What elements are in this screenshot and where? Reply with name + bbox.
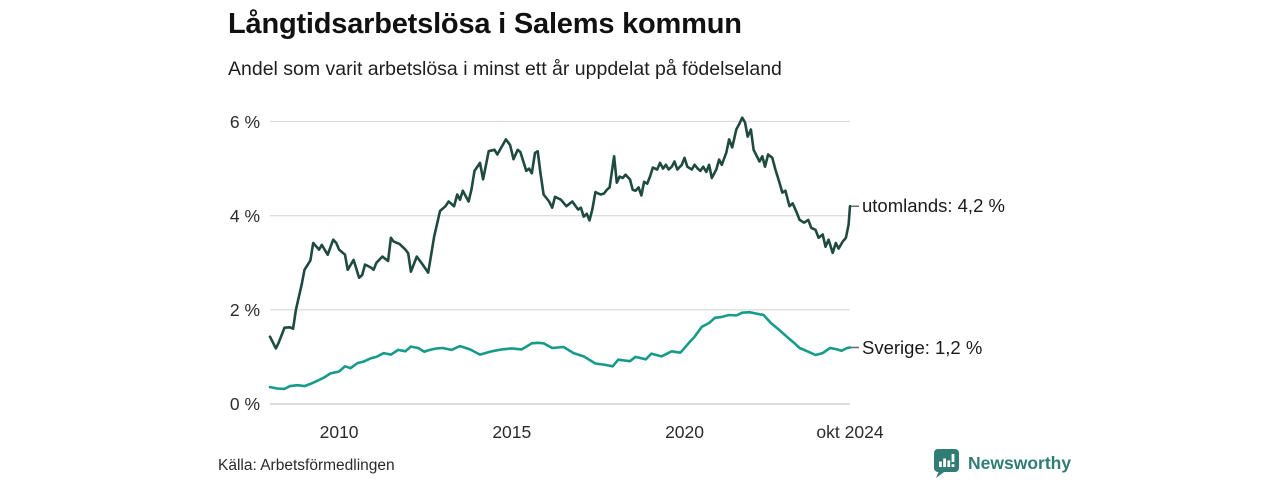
x-axis-tick-label: 2015 [492,422,532,442]
series-label-sverige: Sverige: 1,2 % [862,336,983,358]
x-axis-tick-label: 2020 [665,422,704,442]
source-note: Källa: Arbetsförmedlingen [218,457,395,474]
x-axis-tick-label: 2010 [319,422,359,442]
y-axis-tick-label: 2 % [229,299,260,320]
series-line-sverige [268,310,852,391]
y-axis-tick-label: 0 % [229,394,260,414]
newsworthy-logo-icon [933,449,959,478]
series-label-utomlands: utomlands: 4,2 % [862,195,1005,217]
newsworthy-logo[interactable]: Newsworthy [933,448,1071,478]
chart-subtitle: Andel som varit arbetslösa i minst ett å… [228,58,782,80]
series-line-utomlands [268,116,852,350]
y-axis-tick-label: 6 % [229,111,260,132]
y-axis-tick-label: 4 % [229,205,260,226]
chart-title: Långtidsarbetslösa i Salems kommun [228,8,742,40]
x-axis-tick-label: okt 2024 [816,422,884,442]
newsworthy-logo-text: Newsworthy [968,452,1072,473]
